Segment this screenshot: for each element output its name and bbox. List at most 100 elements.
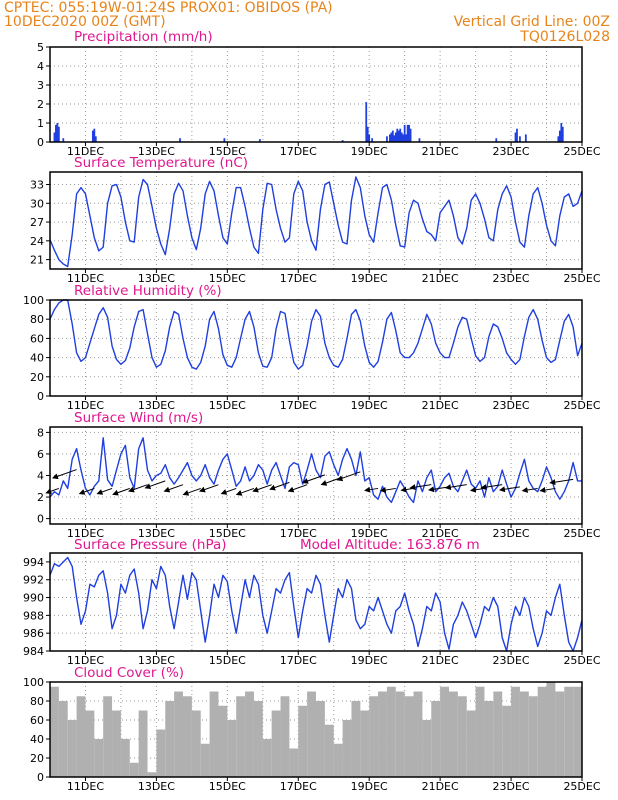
precip-bar [365, 102, 368, 142]
precip-bar [408, 124, 410, 142]
x-tick-label: 23DEC [493, 527, 530, 540]
x-tick-label: 19DEC [351, 527, 388, 540]
x-tick-label: 17DEC [280, 399, 317, 412]
cloud-cover-bar [85, 710, 95, 777]
precip-bar [258, 139, 261, 142]
cloud-cover-bar [324, 724, 334, 777]
wind-direction-arrow [302, 474, 326, 484]
cloud-cover-bar [50, 686, 59, 777]
cloud-cover-bar [271, 710, 281, 777]
cloud-cover-bar [378, 691, 387, 777]
y-tick-label: 80 [30, 695, 44, 708]
x-tick-label: 17DEC [280, 780, 317, 793]
y-tick-label: 0 [37, 390, 44, 403]
wind-direction-arrow [269, 481, 290, 491]
x-tick-label: 23DEC [493, 780, 530, 793]
x-tick-label: 11DEC [67, 145, 104, 158]
y-tick-label: 5 [37, 41, 44, 54]
precip-bar [561, 126, 564, 142]
x-tick-label: 19DEC [351, 654, 388, 667]
cloud-cover-bar [307, 691, 316, 777]
x-tick-label: 17DEC [280, 145, 317, 158]
cloud-cover-bar [209, 691, 219, 777]
relative-humidity-panel: 0 20 40 60 80 100 11DEC 13DEC 15DEC 17DEC 19DEC 21D… [23, 283, 601, 412]
y-tick-label: 80 [30, 313, 44, 326]
relative-humidity-title: Relative Humidity (%) [74, 283, 222, 299]
cloud-cover-bar [395, 691, 405, 777]
cloud-cover-bar [564, 686, 574, 777]
x-tick-label: 25DEC [563, 272, 600, 285]
precip-bar [560, 123, 563, 142]
cloud-cover-bar [183, 696, 192, 777]
surface-pressure-hpa-panel: 984 986 988 990 992 994 11DEC 13DEC 15DEC 17DEC 19… [23, 537, 601, 667]
cloud-cover-bar [58, 701, 68, 777]
cloud-cover-bar [174, 691, 183, 777]
x-tick-label: 25DEC [563, 527, 600, 540]
precip-bar [389, 134, 391, 142]
surface-pressure-hpa-title: Surface Pressure (hPa) [74, 537, 227, 553]
cloud-cover-bar [537, 686, 547, 777]
cloud-cover-bar [67, 720, 77, 777]
wind-direction-arrow [364, 486, 379, 493]
cloud-cover-bar [94, 739, 104, 777]
precip-bar [495, 138, 498, 142]
precip-bar [397, 130, 400, 142]
surface-wind-m-s-panel: 0 2 4 6 8 11DEC 13DEC 15DEC 17DEC 19DEC 21DEC 23DEC… [37, 410, 601, 540]
x-tick-label: 21DEC [422, 527, 459, 540]
y-tick-label: 33 [30, 179, 44, 192]
cloud-cover-bar [573, 686, 582, 777]
wind-direction-arrow [336, 471, 361, 482]
x-tick-label: 23DEC [493, 399, 530, 412]
cloud-cover-bar [156, 729, 166, 777]
cloud-cover-bar [316, 701, 325, 777]
y-tick-label: 988 [23, 609, 44, 622]
precipitation-mm-h-title: Precipitation (mm/h) [74, 29, 213, 45]
cloud-cover-bar [253, 701, 263, 777]
header-station-line: CPTEC: 055:19W-01:24S PROX01: OBIDOS (PA… [4, 0, 333, 16]
x-tick-label: 15DEC [209, 780, 246, 793]
surface-temperature-nc-title: Surface Temperature (nC) [74, 155, 248, 171]
y-tick-label: 990 [23, 592, 44, 605]
wind-direction-arrow [400, 486, 414, 493]
cloud-cover-bar [449, 691, 458, 777]
model-altitude-label: Model Altitude: 163.876 m [300, 537, 480, 553]
x-tick-label: 19DEC [351, 399, 388, 412]
cloud-cover-bar [191, 710, 201, 777]
cloud-cover-bar [360, 710, 370, 777]
cloud-cover-bar [236, 696, 246, 777]
precip-bar [400, 132, 403, 142]
cloud-cover-bar [138, 710, 148, 777]
cloud-cover-bar [298, 705, 308, 777]
cloud-cover-title: Cloud Cover (%) [74, 665, 184, 681]
y-tick-label: 27 [30, 216, 44, 229]
x-tick-label: 25DEC [563, 780, 600, 793]
wind-direction-arrow [539, 487, 556, 493]
precip-bar [524, 134, 527, 142]
header-run-date: 10DEC2020 00Z (GMT) [4, 14, 166, 30]
cloud-cover-bar [493, 691, 503, 777]
surface-temperature-nc-line [49, 176, 583, 268]
x-tick-label: 13DEC [138, 272, 175, 285]
x-tick-label: 15DEC [209, 145, 246, 158]
surface-wind-m-s-title: Surface Wind (m/s) [74, 410, 203, 426]
precip-bar [366, 126, 369, 142]
y-tick-label: 984 [23, 645, 44, 658]
precip-bar [558, 130, 561, 142]
x-tick-label: 15DEC [209, 654, 246, 667]
cloud-cover-bar [245, 691, 254, 777]
wind-direction-arrow [51, 469, 77, 480]
wind-direction-arrow [128, 484, 148, 493]
panel-frame [49, 171, 583, 270]
panel-frame [49, 552, 583, 652]
y-tick-label: 30 [30, 197, 44, 210]
x-tick-label: 21DEC [422, 654, 459, 667]
precip-bar [371, 138, 374, 142]
cloud-cover-bar [351, 701, 361, 777]
x-tick-label: 11DEC [67, 780, 104, 793]
cloud-cover-bar [440, 686, 449, 777]
cloud-cover-bar [511, 686, 520, 777]
y-tick-label: 20 [30, 752, 44, 765]
precip-bar [405, 134, 408, 142]
y-tick-label: 4 [37, 60, 44, 73]
